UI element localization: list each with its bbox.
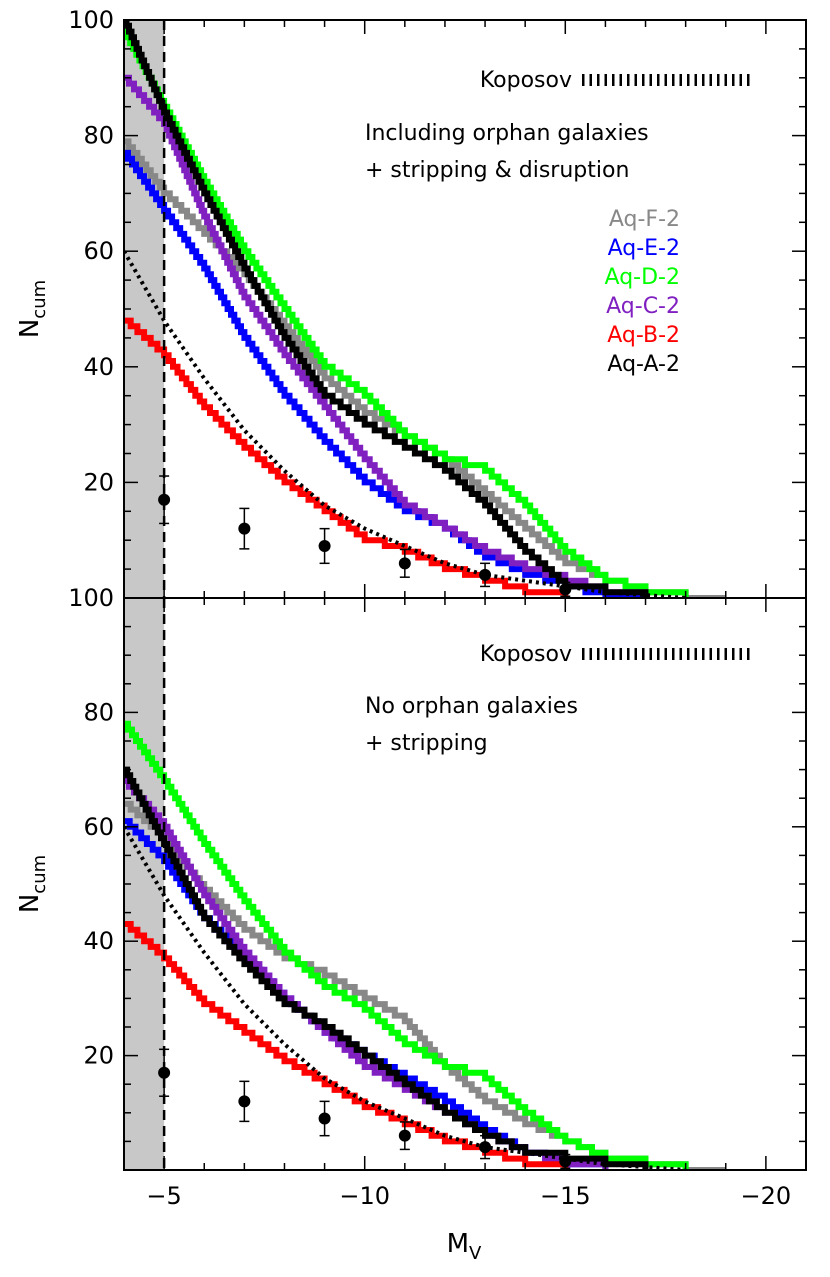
y-tick-label-top: 100 (68, 6, 114, 34)
obs-point-top (158, 493, 171, 506)
observations-top (158, 475, 572, 598)
legend-entry-aq-a-2: Aq-A-2 (607, 352, 680, 377)
series-line-aq-f-2-top (124, 138, 726, 598)
y-tick-labels-bottom: 20 40 60 80 100 (68, 584, 114, 1070)
x-tick-label-bottom: −15 (540, 1182, 591, 1210)
series-line-aq-a-2-top (124, 20, 649, 598)
y-axis-label-bottom: Ncum (15, 855, 50, 913)
series-line-koposov-top (124, 250, 686, 598)
x-tick-labels-bottom: −5 −10 −15 −20 (146, 1182, 791, 1210)
x-tick-label-bottom: −5 (146, 1182, 181, 1210)
annotation-bottom-line2: + stripping (365, 731, 488, 756)
observations-bottom (158, 1048, 572, 1170)
y-tick-label-bottom: 80 (83, 698, 114, 726)
y-tick-label-bottom: 100 (68, 584, 114, 612)
series-line-koposov-bottom (124, 825, 686, 1170)
x-axis-label-sub: V (469, 1243, 482, 1264)
series-line-aq-a-2-bottom (124, 766, 649, 1170)
legend-entry-aq-e-2: Aq-E-2 (608, 236, 680, 261)
y-axis-label-top: Ncum (15, 280, 50, 338)
y-axis-label-bottom-sub: cum (29, 855, 50, 894)
obs-point-top (318, 539, 331, 552)
obs-point-bottom (238, 1095, 251, 1108)
annotation-bottom-line1: No orphan galaxies (365, 694, 578, 719)
obs-point-top (479, 568, 492, 581)
y-tick-label-bottom: 20 (83, 1042, 114, 1070)
legend-entry-aq-c-2: Aq-C-2 (606, 294, 680, 319)
x-tick-label-bottom: −10 (339, 1182, 390, 1210)
y-tick-label-bottom: 40 (83, 927, 114, 955)
y-tick-label-bottom: 60 (83, 813, 114, 841)
obs-point-top (238, 522, 251, 535)
y-tick-labels-top: 20 40 60 80 100 (68, 6, 114, 496)
panel-top: 20 40 60 80 100 Ncum Koposov Including orpha… (15, 6, 807, 599)
x-axis-label: MV (447, 1229, 482, 1264)
y-axis-label-top-sub: cum (29, 280, 50, 319)
y-axis-label-bottom-main: N (15, 894, 45, 913)
series-lines-bottom (124, 720, 726, 1170)
y-tick-label-top: 40 (83, 353, 114, 381)
annotation-top-line2: + stripping & disruption (365, 158, 629, 183)
annotation-top-line1: Including orphan galaxies (365, 121, 649, 146)
series-line-aq-c-2-top (124, 74, 649, 598)
y-tick-label-top: 80 (83, 122, 114, 150)
x-axis-label-main: M (447, 1229, 469, 1259)
obs-point-bottom (158, 1066, 171, 1079)
x-tick-label-bottom: −20 (741, 1182, 792, 1210)
series-lines-top (124, 20, 726, 598)
ticks-bottom (124, 597, 806, 1170)
legend-entry-aq-f-2: Aq-F-2 (609, 207, 680, 232)
series-line-aq-d-2-bottom (124, 720, 689, 1170)
obs-point-bottom (318, 1112, 331, 1125)
y-tick-label-top: 60 (83, 237, 114, 265)
ticks-top (124, 19, 806, 598)
obs-point-bottom (479, 1141, 492, 1154)
koposov-key-bottom: Koposov (480, 642, 752, 667)
koposov-label-top: Koposov (480, 68, 572, 93)
y-axis-label-top-main: N (15, 319, 45, 338)
koposov-label-bottom: Koposov (480, 642, 572, 667)
series-line-aq-b-2-bottom (124, 921, 569, 1170)
legend: Aq-F-2 Aq-E-2 Aq-D-2 Aq-C-2 Aq-B-2 Aq-A-2 (605, 207, 680, 377)
y-tick-label-top: 20 (83, 468, 114, 496)
koposov-key-top: Koposov (480, 68, 752, 93)
legend-entry-aq-b-2: Aq-B-2 (607, 323, 680, 348)
obs-point-bottom (398, 1129, 411, 1142)
obs-point-top (398, 557, 411, 570)
legend-entry-aq-d-2: Aq-D-2 (605, 265, 680, 290)
